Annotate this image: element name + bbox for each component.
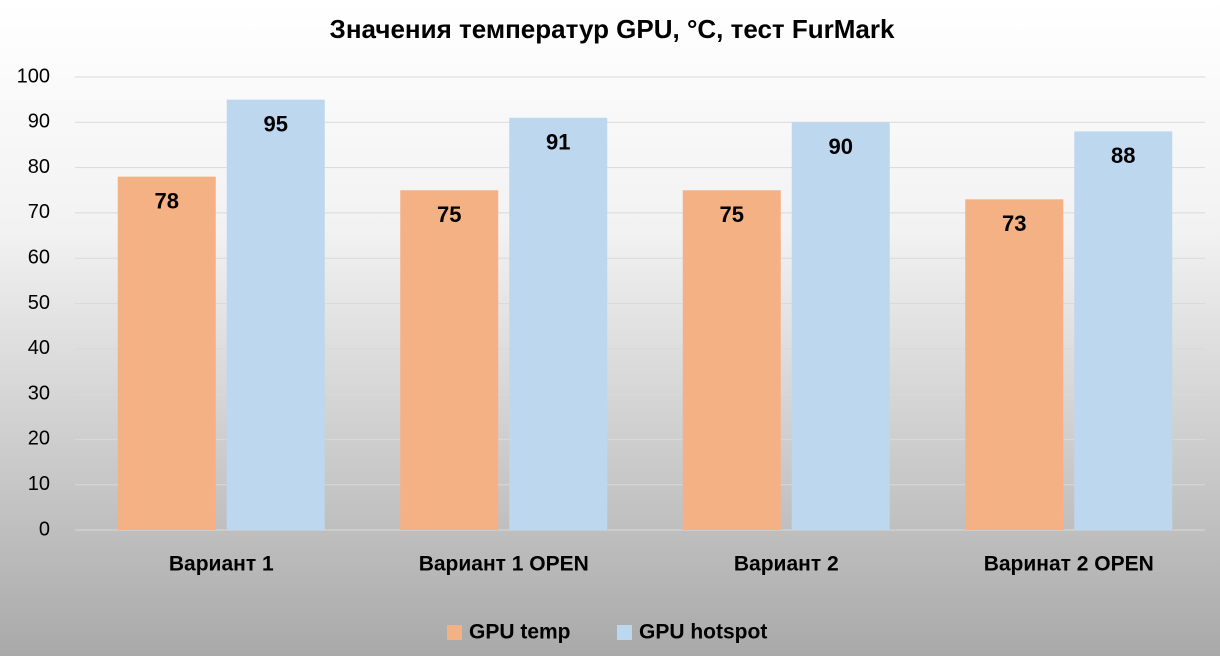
x-tick-label: Варинат 2 OPEN xyxy=(984,553,1154,576)
data-label: 90 xyxy=(829,134,853,159)
legend-label: GPU temp xyxy=(469,621,571,644)
y-tick-label: 100 xyxy=(17,65,50,87)
data-label: 75 xyxy=(437,202,461,227)
data-label: 75 xyxy=(720,202,744,227)
data-label: 91 xyxy=(546,130,570,155)
data-label: 95 xyxy=(264,111,288,136)
bar xyxy=(117,176,216,530)
y-tick-label: 50 xyxy=(28,292,50,314)
bar xyxy=(509,117,608,531)
y-tick-label: 60 xyxy=(28,246,50,268)
bar xyxy=(226,99,325,531)
y-tick-label: 20 xyxy=(28,428,50,450)
x-tick-label: Вариант 1 xyxy=(169,553,274,576)
y-tick-label: 70 xyxy=(28,201,50,223)
bar xyxy=(791,122,890,531)
x-tick-label: Вариант 2 xyxy=(734,553,839,576)
y-tick-label: 80 xyxy=(28,156,50,178)
legend-swatch xyxy=(617,625,632,640)
data-label: 73 xyxy=(1002,211,1026,236)
y-tick-label: 40 xyxy=(28,337,50,359)
legend-swatch xyxy=(447,625,462,640)
y-tick-label: 30 xyxy=(28,382,50,404)
legend-label: GPU hotspot xyxy=(639,621,767,644)
x-tick-label: Вариант 1 OPEN xyxy=(419,553,589,576)
chart-title: Значения температур GPU, °C, тест FurMar… xyxy=(330,14,895,44)
data-label: 88 xyxy=(1111,143,1135,168)
y-tick-label: 10 xyxy=(28,473,50,495)
data-label: 78 xyxy=(155,188,179,213)
y-tick-label: 0 xyxy=(39,518,50,540)
y-tick-label: 90 xyxy=(28,111,50,133)
bar xyxy=(400,190,499,530)
bar xyxy=(1074,131,1173,531)
bar xyxy=(682,190,781,530)
bar xyxy=(965,199,1064,530)
